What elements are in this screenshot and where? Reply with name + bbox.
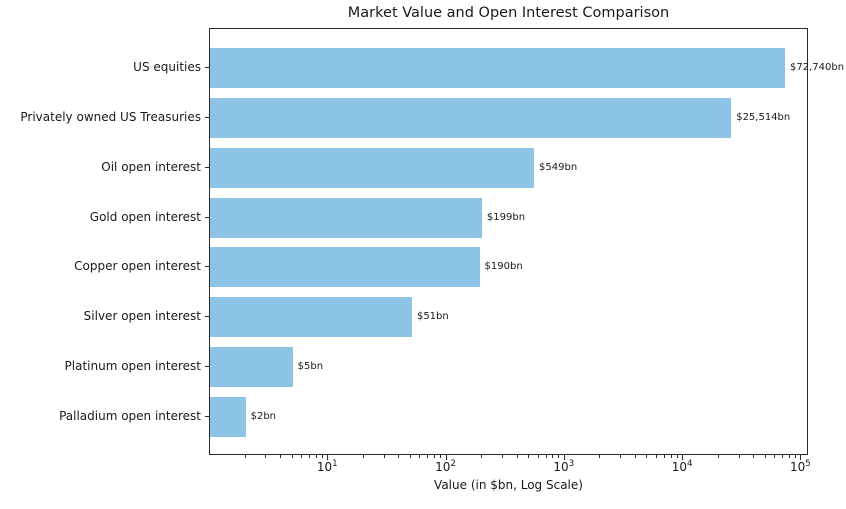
bar bbox=[210, 147, 535, 188]
xtick-label: 101 bbox=[316, 459, 338, 474]
bar bbox=[210, 48, 786, 89]
ytick-label: Silver open interest bbox=[83, 309, 201, 324]
xtick-label: 104 bbox=[671, 459, 693, 474]
xtick-mark-minor bbox=[676, 455, 678, 458]
xtick-mark-minor bbox=[362, 455, 364, 458]
bar bbox=[210, 297, 412, 338]
xtick-mark-minor bbox=[738, 455, 740, 458]
xtick-mark-minor bbox=[398, 455, 400, 458]
xtick-mark-minor bbox=[409, 455, 411, 458]
xtick-mark-minor bbox=[635, 455, 637, 458]
ytick-mark bbox=[205, 67, 209, 69]
xtick-mark-major bbox=[682, 455, 684, 460]
bar-value-label: $199bn bbox=[486, 211, 526, 223]
ytick-mark bbox=[205, 316, 209, 318]
ytick-mark bbox=[205, 365, 209, 367]
ytick-label: Platinum open interest bbox=[64, 358, 201, 373]
xtick-mark-minor bbox=[434, 455, 436, 458]
xtick-mark-minor bbox=[764, 455, 766, 458]
ytick-mark bbox=[205, 166, 209, 168]
xtick-mark-minor bbox=[419, 455, 421, 458]
plot-area: $72,740bn $25,514bn $549bn $199bn $190bn $51b… bbox=[209, 28, 844, 455]
bar bbox=[210, 346, 293, 387]
xtick-mark-minor bbox=[301, 455, 303, 458]
xtick-label: 105 bbox=[789, 459, 811, 474]
xtick-mark-major bbox=[563, 455, 565, 460]
ytick-label: US equities bbox=[133, 60, 201, 75]
bar-value-label: $5bn bbox=[297, 360, 324, 372]
xtick-mark-minor bbox=[280, 455, 282, 458]
bar-value-label: $2bn bbox=[250, 410, 277, 422]
xtick-mark-minor bbox=[528, 455, 530, 458]
bar-value-label: $72,740bn bbox=[790, 62, 845, 74]
bar bbox=[210, 396, 246, 437]
xtick-label: 103 bbox=[553, 459, 575, 474]
x-axis-label: Value (in $bn, Log Scale) bbox=[434, 478, 583, 492]
bar-value-label: $190bn bbox=[484, 261, 523, 273]
xtick-mark-minor bbox=[655, 455, 657, 458]
xtick-mark-minor bbox=[440, 455, 442, 458]
xtick-mark-minor bbox=[308, 455, 310, 458]
xtick-mark-minor bbox=[383, 455, 385, 458]
xtick-mark-minor bbox=[265, 455, 267, 458]
xtick-mark-major bbox=[445, 455, 447, 460]
ytick-mark bbox=[205, 415, 209, 417]
xtick-mark-minor bbox=[321, 455, 323, 458]
bar-value-label: $549bn bbox=[539, 161, 578, 173]
xtick-mark-minor bbox=[501, 455, 503, 458]
xtick-mark-minor bbox=[620, 455, 622, 458]
xtick-mark-major bbox=[800, 455, 802, 460]
xtick-mark-minor bbox=[516, 455, 518, 458]
xtick-label: 102 bbox=[435, 459, 456, 474]
xtick-mark-minor bbox=[788, 455, 790, 458]
xtick-mark-minor bbox=[244, 455, 246, 458]
ytick-mark bbox=[205, 117, 209, 119]
xtick-mark-minor bbox=[794, 455, 796, 458]
xtick-mark-minor bbox=[537, 455, 539, 458]
chart-title: Market Value and Open Interest Compariso… bbox=[347, 5, 670, 21]
ytick-mark bbox=[205, 216, 209, 218]
ytick-mark bbox=[205, 266, 209, 268]
xtick-mark-minor bbox=[599, 455, 601, 458]
xtick-mark-minor bbox=[552, 455, 554, 458]
bar bbox=[210, 98, 732, 139]
ytick-label: Copper open interest bbox=[74, 259, 201, 274]
xtick-mark-minor bbox=[646, 455, 648, 458]
ytick-label: Oil open interest bbox=[101, 159, 201, 174]
xtick-mark-minor bbox=[558, 455, 560, 458]
xtick-mark-major bbox=[327, 455, 329, 460]
xtick-mark-minor bbox=[315, 455, 317, 458]
xtick-mark-minor bbox=[427, 455, 429, 458]
xtick-mark-minor bbox=[670, 455, 672, 458]
xtick-mark-minor bbox=[774, 455, 776, 458]
xtick-mark-minor bbox=[717, 455, 719, 458]
xtick-mark-minor bbox=[753, 455, 755, 458]
ytick-label: Gold open interest bbox=[89, 209, 201, 224]
bar-value-label: $25,514bn bbox=[736, 112, 791, 124]
bar bbox=[210, 247, 480, 288]
xtick-mark-minor bbox=[782, 455, 784, 458]
xtick-mark-minor bbox=[663, 455, 665, 458]
xtick-mark-minor bbox=[545, 455, 547, 458]
bar bbox=[210, 197, 482, 238]
ytick-label: Palladium open interest bbox=[59, 408, 201, 423]
ytick-label: Privately owned US Treasuries bbox=[20, 110, 201, 125]
xtick-mark-minor bbox=[291, 455, 293, 458]
bar-value-label: $51bn bbox=[416, 311, 449, 323]
xtick-mark-minor bbox=[481, 455, 483, 458]
